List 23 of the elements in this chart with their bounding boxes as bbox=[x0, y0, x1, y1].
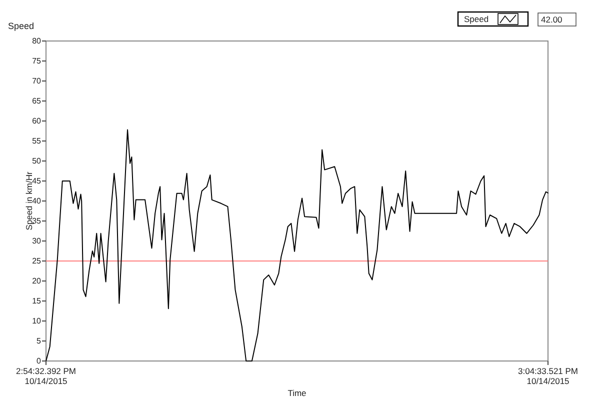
x-tick-label: 2:54:32.392 PM 10/14/2015 bbox=[16, 366, 76, 386]
chart-title: Speed bbox=[8, 21, 34, 31]
y-tick-label: 80 bbox=[32, 36, 42, 46]
y-tick-label: 20 bbox=[32, 276, 42, 286]
x-tick-label: 3:04:33.521 PM 10/14/2015 bbox=[518, 366, 578, 386]
y-tick-label: 25 bbox=[32, 256, 42, 266]
y-tick-label: 45 bbox=[32, 176, 42, 186]
y-tick-label: 75 bbox=[32, 56, 42, 66]
y-tick-label: 60 bbox=[32, 116, 42, 126]
y-tick-label: 15 bbox=[32, 296, 42, 306]
legend-label: Speed bbox=[464, 14, 489, 24]
y-tick-label: 40 bbox=[32, 196, 42, 206]
y-tick-label: 10 bbox=[32, 316, 42, 326]
y-tick-label: 0 bbox=[36, 356, 42, 366]
y-tick-label: 35 bbox=[32, 216, 42, 226]
y-tick-label: 5 bbox=[36, 336, 42, 346]
y-tick-label: 70 bbox=[32, 76, 42, 86]
y-tick-label: 30 bbox=[32, 236, 42, 246]
y-tick-label: 50 bbox=[32, 156, 42, 166]
text: 42.00 bbox=[541, 14, 563, 24]
y-tick-label: 55 bbox=[32, 136, 42, 146]
x-axis-title: Time bbox=[288, 388, 307, 398]
y-tick-label: 65 bbox=[32, 96, 42, 106]
